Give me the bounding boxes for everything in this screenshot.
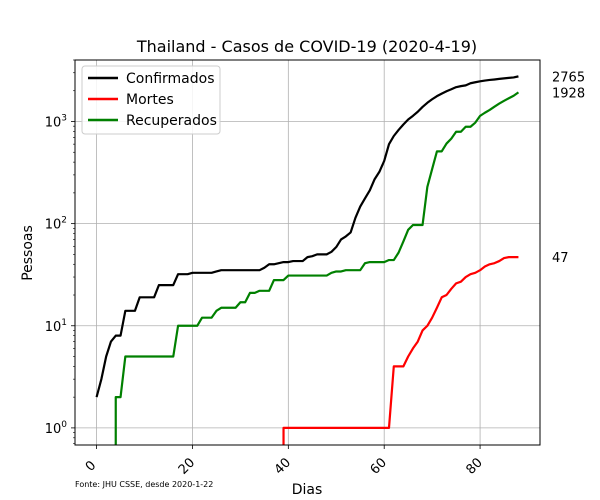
- legend: Confirmados Mortes Recuperados: [81, 65, 221, 135]
- source-note: Fonte: JHU CSSE, desde 2020-1-22: [75, 480, 213, 489]
- y-tick-label: 101: [45, 318, 67, 335]
- series-line-recuperados: [114, 91, 520, 445]
- legend-label-mortes: Mortes: [126, 92, 174, 108]
- y-axis-title: Pessoas: [20, 225, 36, 281]
- y-tick-label: 103: [45, 113, 67, 130]
- end-label-confirmados: 2765: [552, 70, 585, 85]
- y-tick-label: 102: [45, 216, 67, 233]
- end-label-layer: 2765 47 1928: [552, 70, 585, 266]
- series-layer: [95, 75, 520, 445]
- end-label-recuperados: 1928: [552, 86, 585, 101]
- end-label-mortes: 47: [552, 251, 569, 266]
- legend-label-confirmados: Confirmados: [126, 71, 215, 87]
- x-axis-title: Dias: [292, 482, 323, 498]
- legend-label-recuperados: Recuperados: [126, 113, 217, 129]
- legend-frame: [81, 65, 221, 135]
- y-tick-label: 100: [45, 420, 68, 437]
- chart-title: Thailand - Casos de COVID-19 (2020-4-19): [136, 37, 477, 56]
- series-line-confirmados: [95, 75, 519, 398]
- series-line-mortes: [282, 256, 519, 445]
- plot-frame: [74, 59, 541, 446]
